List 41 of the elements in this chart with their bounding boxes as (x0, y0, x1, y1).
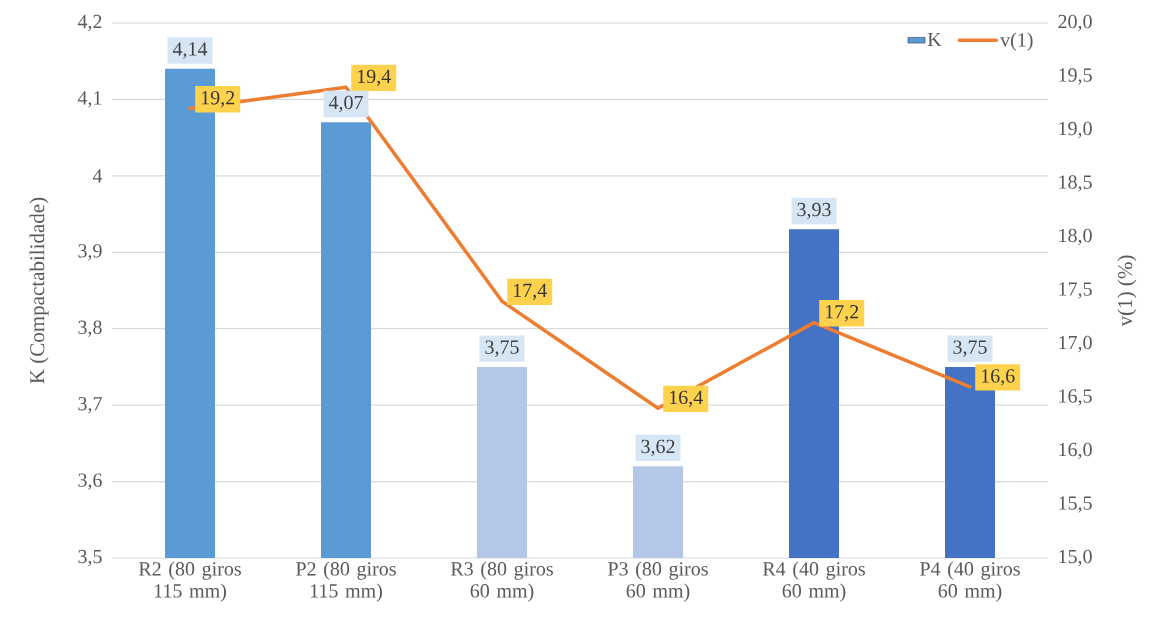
data-label: 17,4 (513, 283, 547, 300)
data-label: 19,2 (201, 91, 235, 108)
y2-tick-label: 17,5 (1059, 282, 1092, 299)
y2-tick-label: 16,5 (1059, 389, 1092, 406)
legend-label: K (927, 32, 942, 47)
y-tick-label: 3,7 (78, 396, 102, 414)
data-label: 3,75 (953, 340, 987, 357)
data-label: 4,07 (328, 95, 363, 113)
y-tick-label: 4,1 (77, 91, 102, 108)
data-label: 3,75 (485, 340, 519, 357)
y-axis-title: K (Compactabilidade) (29, 197, 49, 384)
y-tick-label: 4,2 (77, 14, 102, 32)
x-tick-label: P2 (80 giros 115 mm) (296, 561, 396, 602)
y2-tick-label: 19,5 (1059, 68, 1092, 85)
x-tick-label: P4 (40 giros 60 mm) (920, 561, 1020, 602)
y2-axis-title: v(1) (%) (1117, 255, 1137, 327)
data-label: 3,93 (797, 202, 831, 220)
y2-tick-label: 15,0 (1059, 549, 1092, 567)
data-label: 16,6 (981, 369, 1015, 386)
x-tick-label: R3 (80 giros 60 mm) (450, 561, 553, 602)
data-label: 17,2 (825, 305, 859, 322)
data-label: 19,4 (357, 69, 391, 86)
y2-tick-label: 17,0 (1059, 335, 1092, 353)
y-tick-label: 3,9 (78, 244, 102, 261)
x-tick-label: R4 (40 giros 60 mm) (762, 561, 865, 602)
y2-tick-label: 16,0 (1059, 442, 1092, 460)
y2-tick-label: 19,0 (1059, 121, 1092, 139)
y2-tick-label: 20,0 (1058, 14, 1092, 32)
y2-tick-label: 18,0 (1059, 228, 1092, 246)
y2-tick-label: 18,5 (1059, 175, 1092, 192)
data-label: 16,4 (669, 390, 703, 407)
y-tick-label: 4 (92, 169, 103, 183)
legend-label: v(1) (1000, 32, 1033, 51)
x-tick-label: R2 (80 giros 115 mm) (138, 561, 241, 602)
data-label: 4,14 (172, 42, 208, 59)
y-tick-label: 3,8 (78, 320, 102, 337)
x-tick-label: P3 (80 giros 60 mm) (608, 561, 708, 602)
data-label: 3,62 (641, 439, 675, 457)
y2-tick-label: 15,5 (1059, 496, 1092, 513)
y-tick-label: 3,5 (78, 549, 102, 567)
y-tick-label: 3,6 (78, 473, 102, 490)
